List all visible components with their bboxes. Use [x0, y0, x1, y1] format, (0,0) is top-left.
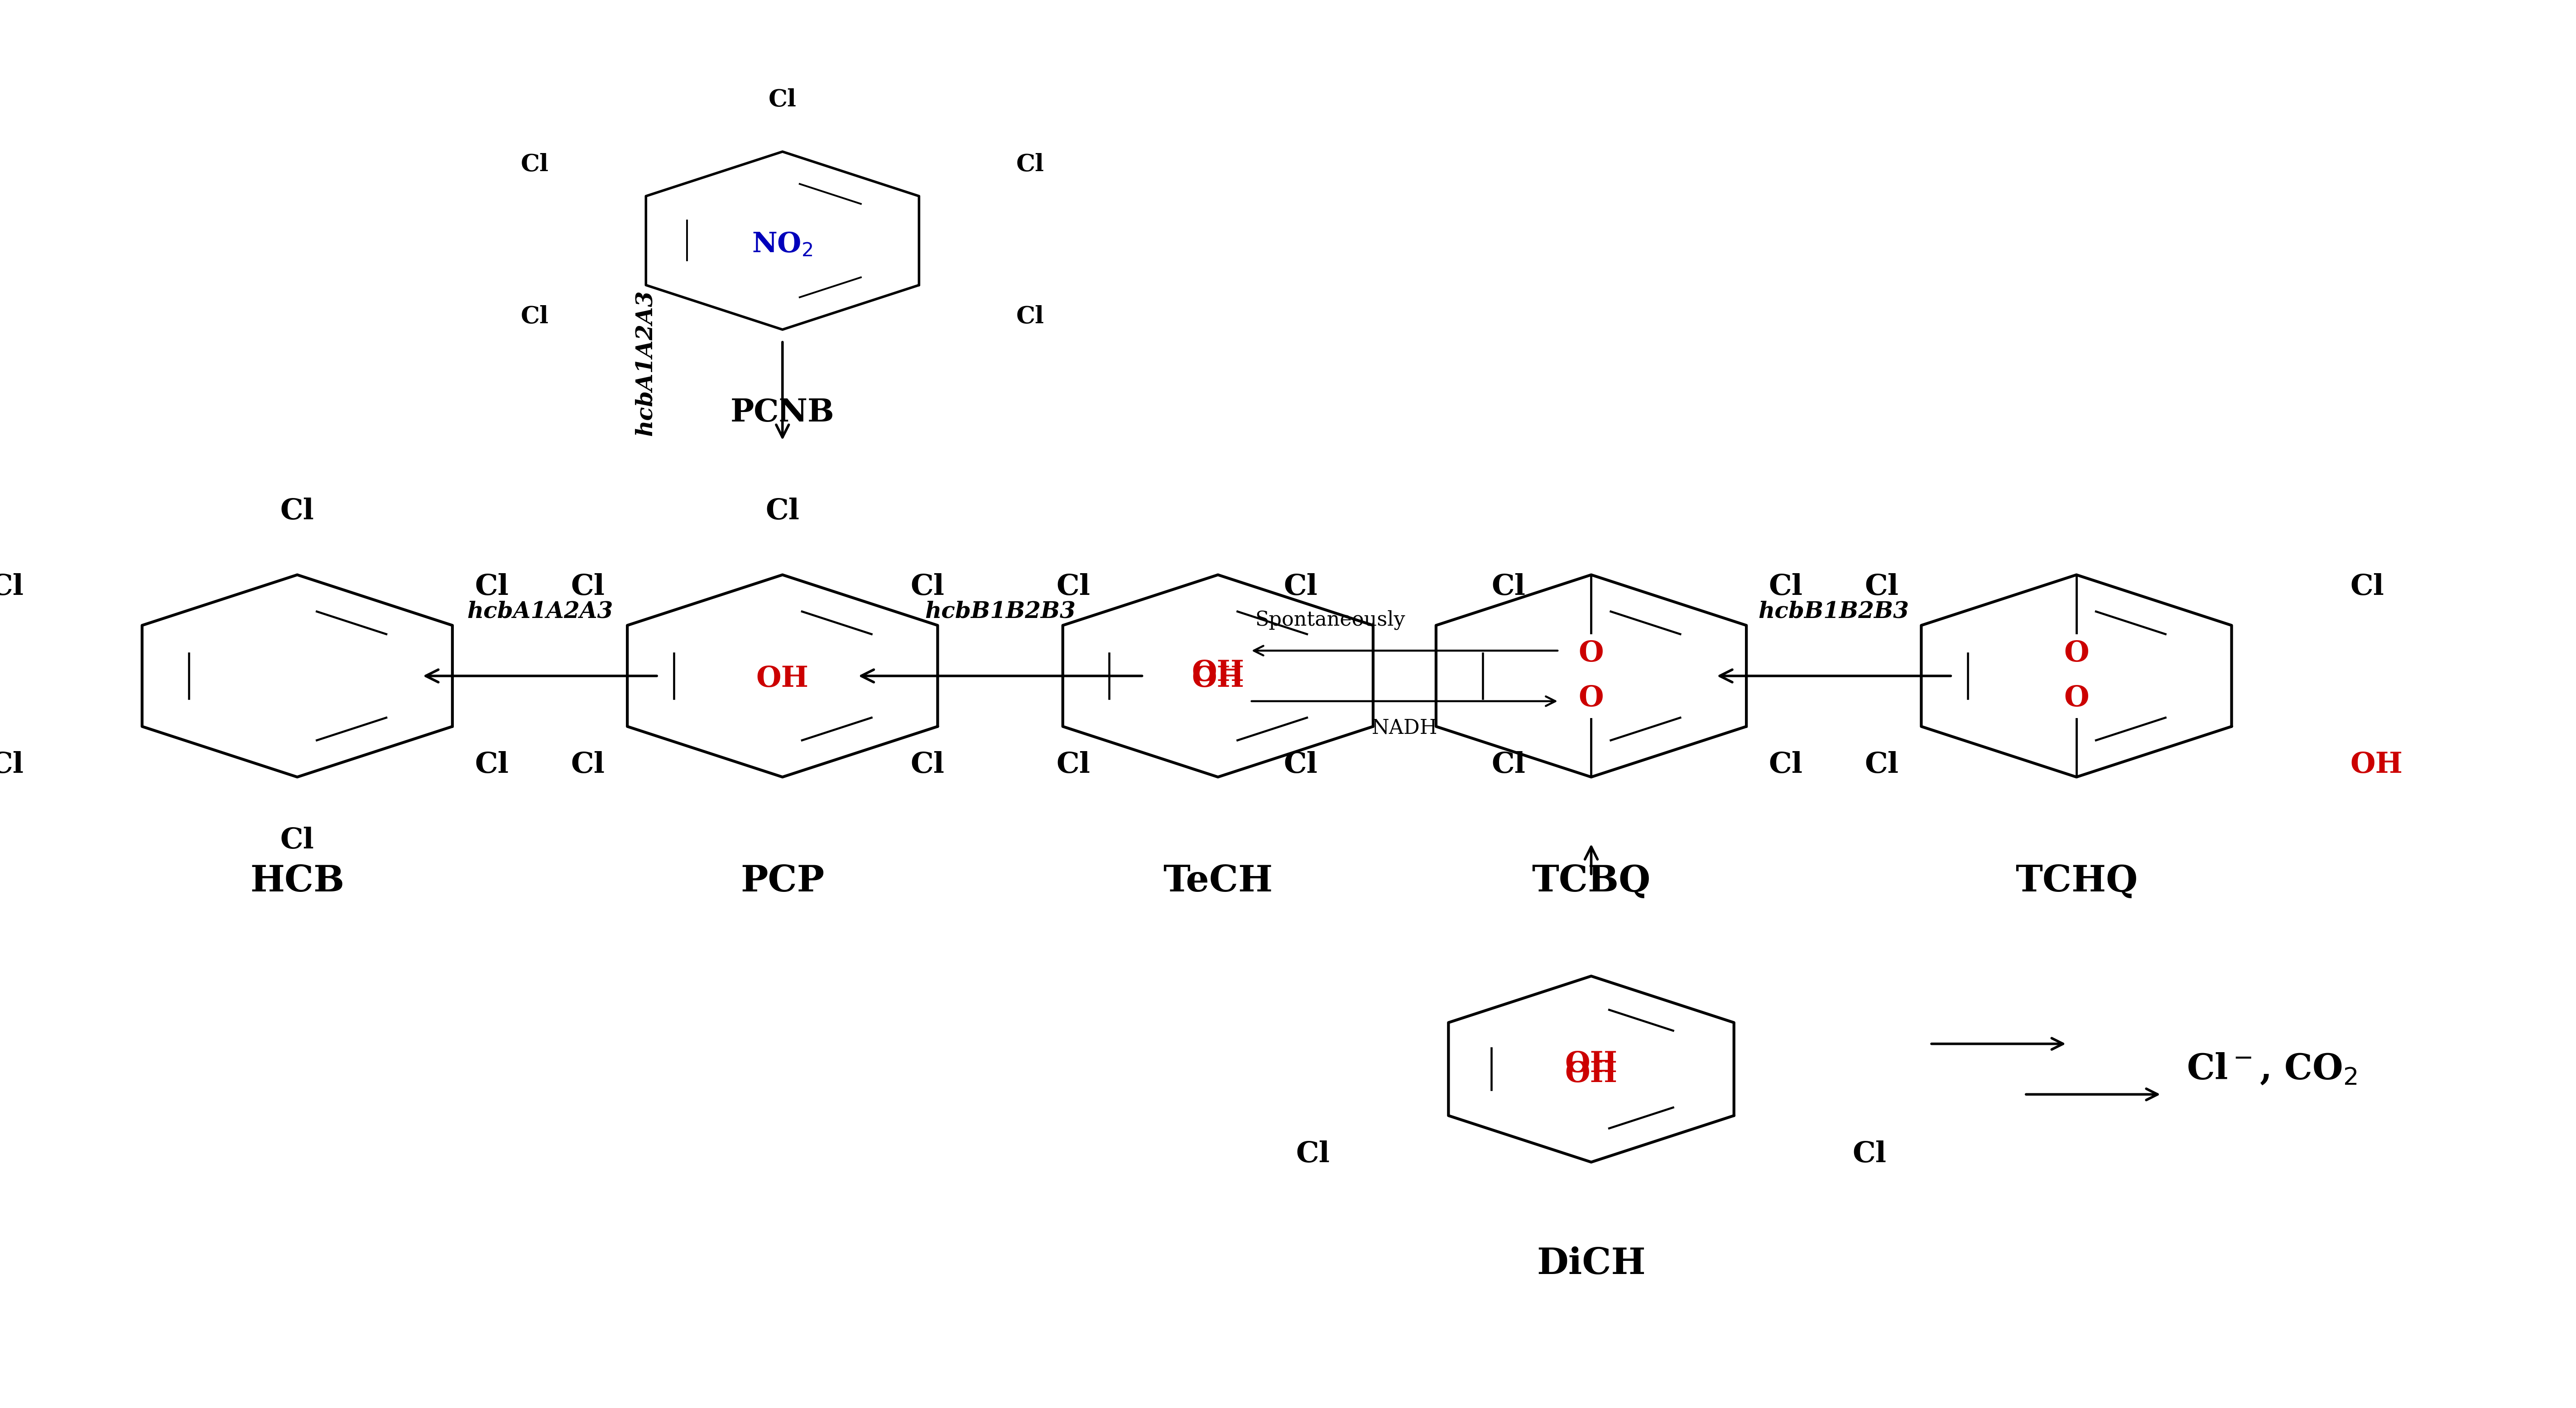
Text: Cl: Cl	[0, 752, 23, 779]
Text: TeCH: TeCH	[1164, 865, 1273, 900]
Text: OH: OH	[1566, 1060, 1618, 1088]
Text: hcbA1A2A3: hcbA1A2A3	[466, 600, 613, 622]
Text: Cl$^-$, CO$_2$: Cl$^-$, CO$_2$	[2187, 1052, 2357, 1087]
Text: Cl: Cl	[1296, 1140, 1329, 1169]
Text: Cl: Cl	[474, 752, 510, 779]
Text: OH: OH	[1193, 659, 1244, 687]
Text: Cl: Cl	[1283, 752, 1316, 779]
Text: Cl: Cl	[2349, 573, 2385, 601]
Text: NO$_2$: NO$_2$	[752, 231, 814, 258]
Text: Cl: Cl	[1852, 1140, 1886, 1169]
Text: Cl: Cl	[1770, 752, 1803, 779]
Text: Cl: Cl	[765, 497, 799, 525]
Text: Cl: Cl	[281, 826, 314, 855]
Text: OH: OH	[1193, 665, 1244, 693]
Text: OH: OH	[757, 665, 809, 693]
Text: Cl: Cl	[909, 573, 945, 601]
Text: Cl: Cl	[1865, 752, 1899, 779]
Text: hcbB1B2B3: hcbB1B2B3	[925, 600, 1077, 622]
Text: TCBQ: TCBQ	[1533, 865, 1651, 900]
Text: Cl: Cl	[1770, 573, 1803, 601]
Text: TCHQ: TCHQ	[2014, 865, 2138, 900]
Text: NADH: NADH	[1370, 718, 1437, 738]
Text: hcbA1A2A3: hcbA1A2A3	[634, 290, 657, 436]
Text: O: O	[1579, 639, 1605, 667]
Text: Cl: Cl	[1056, 752, 1090, 779]
Text: Cl: Cl	[1492, 573, 1525, 601]
Text: O: O	[1579, 684, 1605, 712]
Text: Cl: Cl	[572, 752, 605, 779]
Text: Cl: Cl	[909, 752, 945, 779]
Text: Cl: Cl	[1056, 573, 1090, 601]
Text: Cl: Cl	[1865, 573, 1899, 601]
Text: PCP: PCP	[739, 865, 824, 900]
Text: DiCH: DiCH	[1538, 1246, 1646, 1281]
Text: hcbB1B2B3: hcbB1B2B3	[1759, 600, 1909, 622]
Text: Cl: Cl	[572, 573, 605, 601]
Text: OH: OH	[1566, 1050, 1618, 1079]
Text: Cl: Cl	[474, 573, 510, 601]
Text: PCNB: PCNB	[732, 397, 835, 428]
Text: Cl: Cl	[281, 497, 314, 525]
Text: Spontaneously: Spontaneously	[1255, 610, 1406, 629]
Text: Cl: Cl	[1492, 752, 1525, 779]
Text: Cl: Cl	[520, 153, 549, 176]
Text: HCB: HCB	[250, 865, 345, 900]
Text: Cl: Cl	[1015, 153, 1043, 176]
Text: O: O	[2063, 684, 2089, 712]
Text: Cl: Cl	[1015, 306, 1043, 328]
Text: O: O	[2063, 639, 2089, 667]
Text: Cl: Cl	[768, 89, 796, 111]
Text: OH: OH	[2349, 752, 2403, 779]
Text: Cl: Cl	[1283, 573, 1316, 601]
Text: Cl: Cl	[0, 573, 23, 601]
Text: Cl: Cl	[520, 306, 549, 328]
